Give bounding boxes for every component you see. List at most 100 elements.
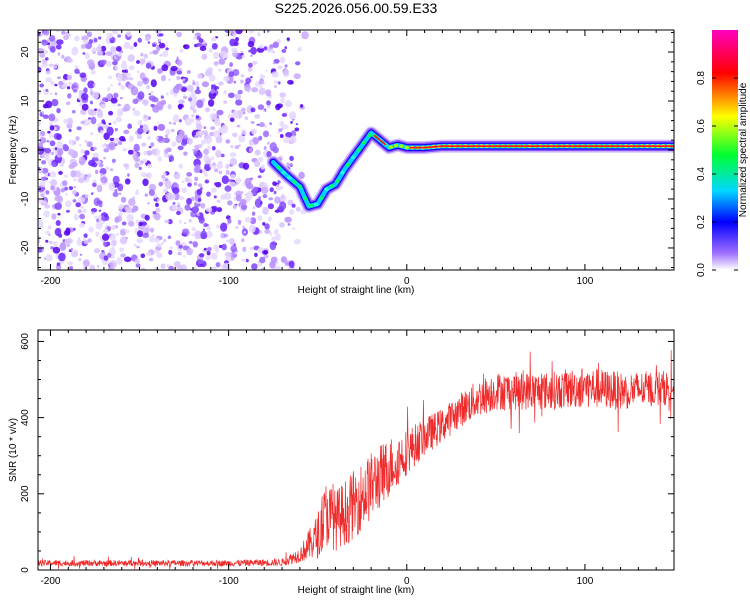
- spectrogram-noise-blob: [78, 257, 82, 262]
- spectrogram-noise-blob: [194, 230, 202, 240]
- spectrogram-noise-blob: [265, 69, 268, 72]
- spectrogram-noise-blob: [109, 168, 114, 172]
- spectrogram-noise-blob: [98, 203, 103, 208]
- spectrogram-noise-blob: [178, 99, 185, 105]
- colorbar-tick-label: 0.0: [696, 263, 707, 277]
- spectrogram-noise-blob: [172, 114, 180, 123]
- spectrogram-noise-blob: [157, 156, 163, 162]
- spectrogram-noise-blob: [215, 262, 221, 268]
- spectrogram-noise-blob: [127, 54, 135, 62]
- spectrogram-noise-blob: [122, 147, 127, 152]
- spectrogram-noise-blob: [51, 213, 57, 220]
- spectrogram-noise-blob: [140, 52, 144, 57]
- spectrogram-noise-blob: [45, 57, 49, 61]
- spectrogram-noise-blob: [157, 198, 161, 202]
- spectrogram-noise-blob: [206, 225, 211, 231]
- spectrogram-noise-blob: [251, 263, 258, 270]
- spectrogram-noise-blob: [110, 242, 113, 246]
- spectrogram-noise-blob: [173, 122, 176, 125]
- spectrogram-noise-blob: [49, 133, 54, 139]
- spectrogram-noise-blob: [116, 73, 123, 82]
- spectrogram-noise-blob: [184, 117, 192, 126]
- spectrogram-noise-blob: [148, 93, 152, 96]
- spectrogram-noise-blob: [80, 44, 86, 49]
- spectrogram-noise-blob: [266, 30, 270, 33]
- spectrogram-noise-blob: [186, 247, 193, 256]
- spectrogram-noise-blob: [48, 234, 51, 236]
- spectrogram-noise-blob: [201, 53, 208, 60]
- spectrogram-noise-blob: [231, 47, 238, 53]
- spectrogram-noise-blob: [123, 129, 130, 135]
- spectrogram-noise-blob: [143, 53, 149, 59]
- spectrogram-noise-blob: [172, 187, 180, 194]
- spectrogram-noise-blob: [200, 230, 208, 240]
- spectrogram-noise-blob: [90, 69, 96, 75]
- spectrogram-noise-blob: [270, 256, 278, 264]
- spectrogram-noise-blob: [87, 238, 92, 243]
- spectrogram-noise-blob: [133, 110, 141, 117]
- spectrogram-noise-blob: [212, 162, 216, 166]
- spectrogram-noise-blob: [147, 136, 151, 141]
- spectrogram-noise-blob: [182, 228, 190, 235]
- spectrogram-noise-blob: [274, 196, 281, 204]
- spectrogram-noise-blob: [127, 123, 132, 129]
- spectrogram-noise-blob: [78, 156, 86, 166]
- spectrogram-noise-blob: [164, 148, 169, 155]
- spectrogram-noise-blob: [165, 47, 169, 51]
- spectrogram-noise-blob: [238, 134, 246, 143]
- spectrogram-noise-blob: [225, 33, 229, 38]
- spectrogram-noise-blob: [153, 125, 158, 131]
- spectrogram-noise-blob: [173, 94, 178, 97]
- spectrogram-noise-blob: [228, 181, 236, 187]
- spectrogram-noise-blob: [150, 90, 154, 94]
- spectrogram-noise-blob: [259, 44, 264, 49]
- spectrogram-noise-blob: [113, 92, 119, 99]
- spectrogram-noise-blob: [203, 247, 207, 251]
- spectrogram-noise-blob: [75, 136, 80, 141]
- spectrogram-noise-blob: [86, 31, 93, 38]
- spectrogram-noise-blob: [51, 40, 57, 48]
- spectrogram-noise-blob: [106, 93, 112, 101]
- spectrogram-noise-blob: [183, 222, 187, 225]
- spectrogram-noise-blob: [289, 155, 294, 161]
- spectrogram-noise-blob: [83, 87, 88, 94]
- spectrogram-noise-blob: [178, 163, 183, 169]
- spectrogram-noise-blob: [284, 46, 288, 50]
- spectrogram-noise-blob: [112, 120, 117, 125]
- spectrogram-noise-blob: [38, 238, 41, 244]
- spectrogram-noise-blob: [98, 36, 102, 40]
- spectrogram-y-tick-label: -10: [20, 191, 31, 206]
- spectrogram-noise-blob: [229, 62, 234, 68]
- colorbar: 0.0 0.2 0.4 0.6 0.8 Normalized spectral ampl…: [696, 30, 749, 277]
- spectrogram-noise-blob: [256, 123, 260, 126]
- spectrogram-noise-blob: [242, 111, 246, 115]
- spectrogram-noise-blob: [254, 160, 261, 168]
- spectrogram-noise-blob: [177, 103, 183, 110]
- spectrogram-noise-blob: [39, 180, 46, 188]
- spectrogram-noise-blob: [72, 190, 77, 195]
- spectrogram-ridge-highlight: [388, 145, 394, 149]
- spectrogram-noise-blob: [210, 126, 216, 131]
- spectrogram-noise-blob: [275, 261, 279, 265]
- spectrogram-noise-blob: [91, 211, 95, 215]
- spectrogram-noise-blob: [217, 149, 221, 154]
- spectrogram-noise-blob: [93, 38, 98, 43]
- spectrogram-noise-blob: [90, 116, 97, 125]
- spectrogram-noise-blob: [101, 119, 106, 124]
- spectrogram-noise-blob: [78, 196, 85, 204]
- spectrogram-noise-blob: [142, 158, 148, 164]
- spectrogram-noise-blob: [279, 120, 285, 127]
- spectrogram-noise-blob: [211, 43, 218, 50]
- spectrogram-noise-blob: [231, 132, 238, 137]
- spectrogram-noise-blob: [271, 71, 279, 78]
- spectrogram-noise-blob: [195, 151, 203, 159]
- spectrogram-noise-blob: [199, 45, 207, 52]
- spectrogram-noise-blob: [155, 30, 162, 34]
- spectrogram-noise-blob: [205, 207, 213, 213]
- spectrogram-noise-blob: [87, 59, 95, 67]
- spectrogram-noise-blob: [142, 228, 147, 234]
- spectrogram-noise-blob: [142, 233, 150, 239]
- spectrogram-noise-blob: [103, 228, 109, 234]
- spectrogram-noise-blob: [220, 195, 226, 200]
- spectrogram-noise-blob: [137, 120, 143, 126]
